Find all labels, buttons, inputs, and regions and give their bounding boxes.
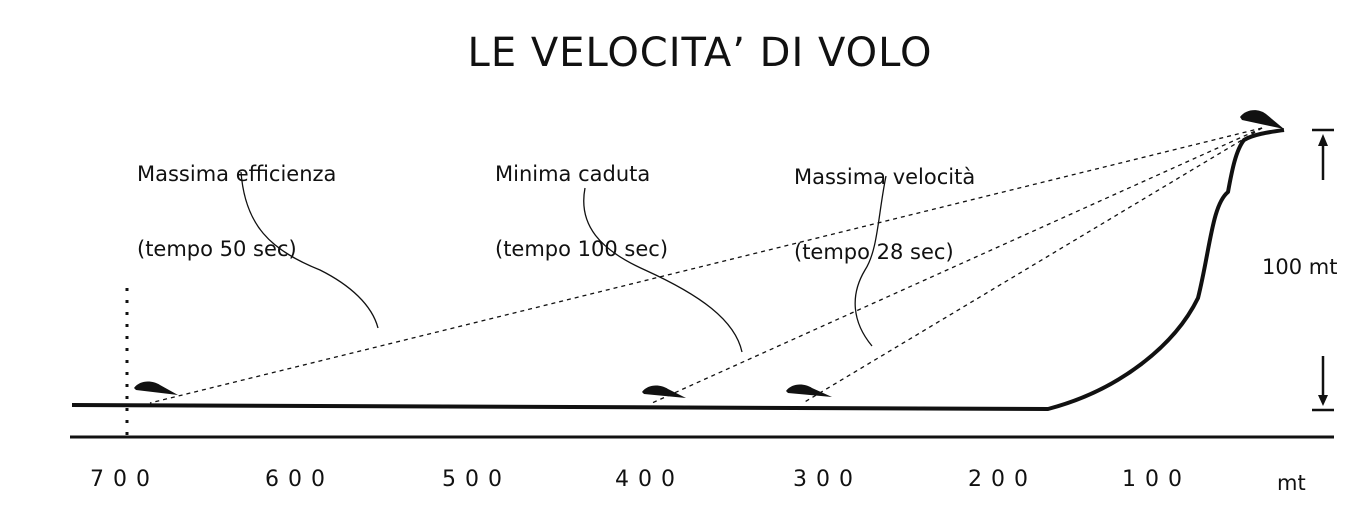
axis-unit: mt xyxy=(1277,471,1306,495)
axis-tick-400: 400 xyxy=(615,467,684,492)
leader-max-speed xyxy=(854,175,887,347)
axis-tick-700: 700 xyxy=(90,467,159,492)
terrain-profile xyxy=(71,128,1285,411)
axis-tick-500: 500 xyxy=(442,467,511,492)
glide-path-max-speed xyxy=(802,127,1263,404)
callout-max-efficiency: Massima efficienza (tempo 50 sec) xyxy=(137,112,336,287)
arrow-down-head xyxy=(1318,395,1328,406)
callout-max-efficiency-time: (tempo 50 sec) xyxy=(137,237,297,261)
callout-max-speed: Massima velocità (tempo 28 sec) xyxy=(794,115,975,290)
callout-min-sink: Minima caduta (tempo 100 sec) xyxy=(495,112,668,287)
height-label: 100 mt xyxy=(1262,255,1338,279)
leader-min-sink xyxy=(583,187,743,353)
axis-tick-600: 600 xyxy=(265,467,334,492)
callout-min-sink-label: Minima caduta xyxy=(495,162,651,186)
glider-icon xyxy=(1240,110,1284,129)
callout-min-sink-time: (tempo 100 sec) xyxy=(495,237,669,261)
glider-icon xyxy=(786,384,832,397)
arrow-up-head xyxy=(1318,134,1328,146)
axis-tick-200: 200 xyxy=(968,467,1037,492)
callout-max-speed-label: Massima velocità xyxy=(794,165,976,189)
leader-max-efficiency xyxy=(240,171,379,329)
glider-icon xyxy=(134,381,178,395)
axis-tick-300: 300 xyxy=(793,467,862,492)
axis-tick-100: 100 xyxy=(1122,467,1191,492)
diagram-title: LE VELOCITA’ DI VOLO xyxy=(467,30,933,76)
glider-icon xyxy=(642,385,686,398)
callout-max-speed-time: (tempo 28 sec) xyxy=(794,240,954,264)
glide-path-min-sink xyxy=(651,127,1263,404)
callout-max-efficiency-label: Massima efficienza xyxy=(137,162,337,186)
glide-path-max-efficiency xyxy=(149,127,1263,404)
